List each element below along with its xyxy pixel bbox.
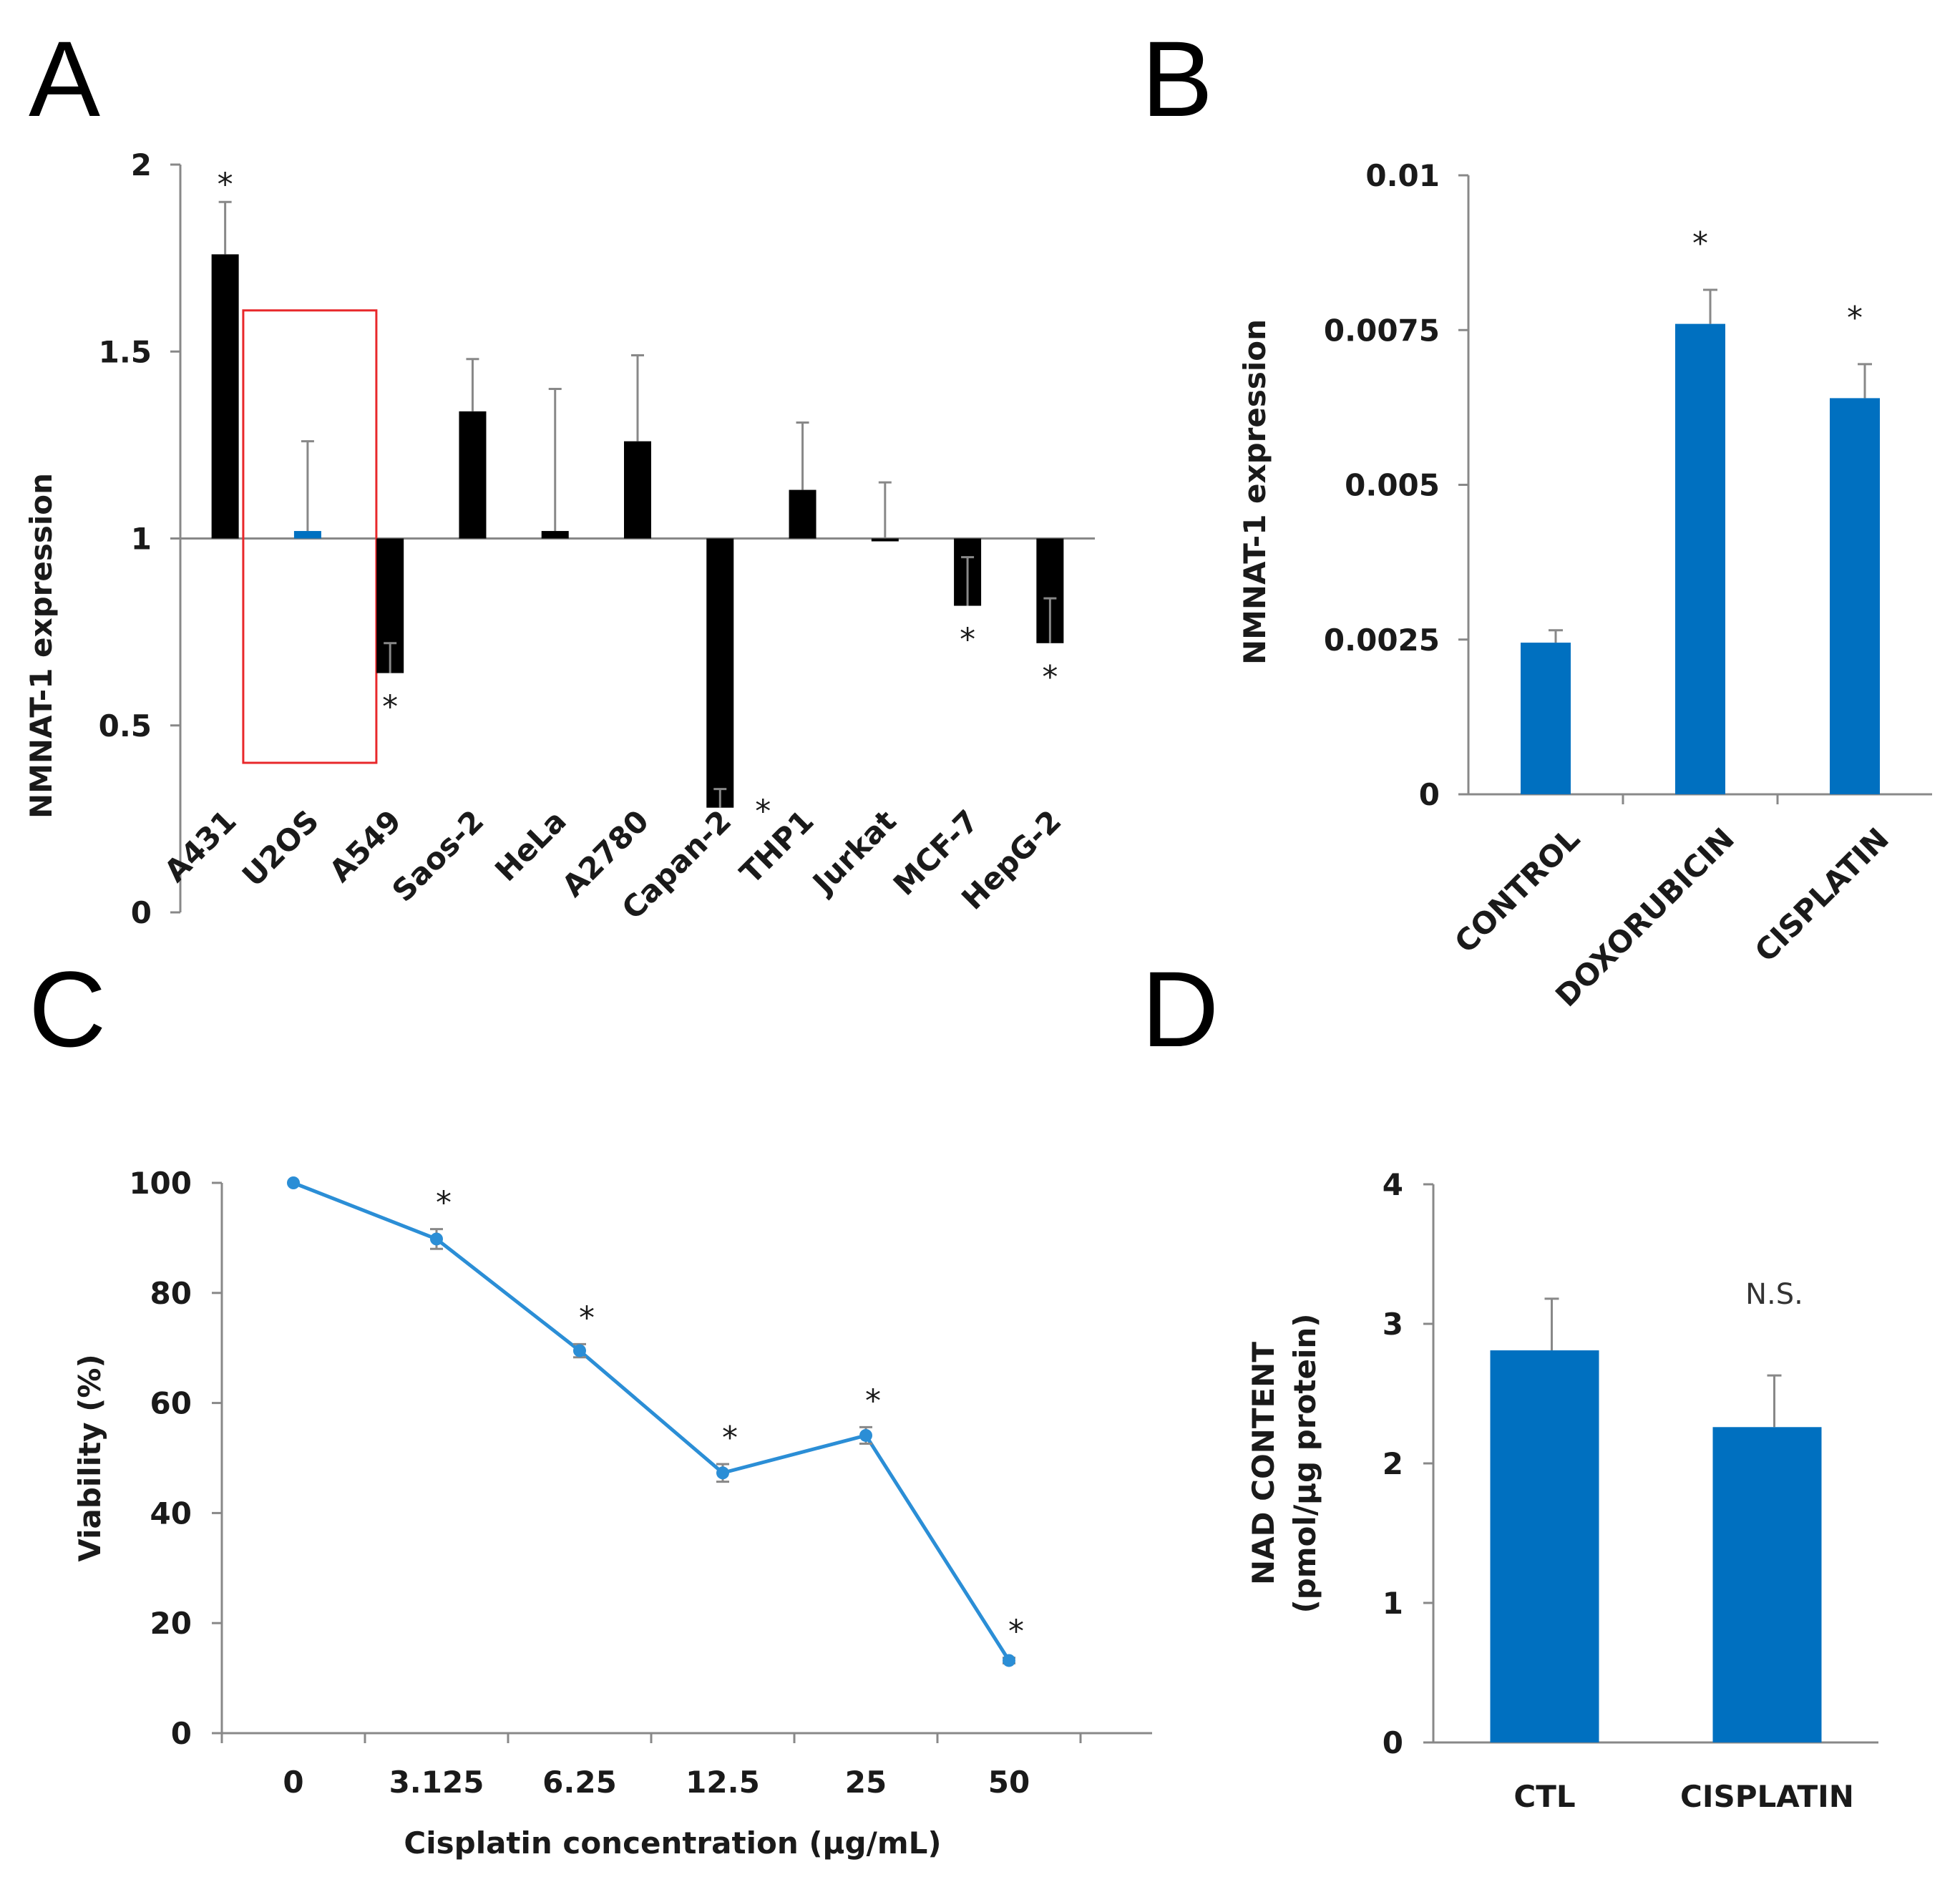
d-x-tick-label: CTL: [1513, 1779, 1575, 1814]
c-y-tick-label: 0: [171, 1716, 192, 1751]
a-significance-star: *: [755, 794, 771, 830]
a-bar: [706, 538, 734, 808]
c-data-point: [716, 1466, 729, 1480]
c-y-tick-label: 80: [150, 1276, 192, 1311]
a-y-tick-label: 0: [131, 895, 152, 930]
c-x-axis-label: Cisplatin concentration (µg/mL): [404, 1825, 941, 1861]
d-bar: [1490, 1350, 1599, 1742]
a-x-tick-label: Saos-2: [385, 803, 490, 908]
c-data-point: [859, 1428, 872, 1442]
a-bar: [459, 411, 487, 539]
a-y-tick-label: 0.5: [99, 708, 152, 743]
a-y-tick-label: 2: [131, 147, 152, 182]
c-data-point: [573, 1344, 586, 1357]
b-bar: [1521, 643, 1571, 794]
d-y-tick-label: 3: [1383, 1307, 1403, 1342]
chart-b-nmnat1-treatments: 0 0.0025 0.005 0.0075 0.01 NMNAT-1 expression…: [1237, 158, 1932, 1013]
a-significance-star: *: [382, 689, 398, 726]
a-bar: [211, 254, 239, 539]
c-significance-star: *: [722, 1420, 738, 1456]
d-y-axis-label-line1: NAD CONTENT: [1246, 1342, 1281, 1585]
c-significance-star: *: [436, 1185, 452, 1222]
a-y-tick-label: 1.5: [99, 334, 152, 369]
b-y-tick-label: 0.01: [1365, 158, 1440, 193]
a-y-axis-label: NMNAT-1 expression: [24, 473, 59, 819]
c-significance-star: *: [579, 1300, 595, 1336]
d-y-tick-label: 1: [1383, 1586, 1403, 1621]
d-ns-annotation: N.S.: [1745, 1278, 1803, 1311]
c-y-tick-label: 40: [150, 1496, 192, 1531]
b-significance-star: *: [1847, 300, 1863, 336]
b-y-axis-label: NMNAT-1 expression: [1237, 319, 1272, 665]
panel-label-c: C: [29, 949, 106, 1069]
c-y-tick-label: 60: [150, 1386, 192, 1421]
b-significance-star: *: [1692, 225, 1708, 262]
c-significance-star: *: [1008, 1614, 1024, 1650]
a-bar: [541, 531, 569, 539]
c-y-axis-label: Viability (%): [72, 1354, 107, 1561]
b-bar: [1675, 323, 1725, 795]
a-y-tick-label: 1: [131, 522, 152, 557]
c-y-tick-label: 100: [129, 1166, 192, 1201]
a-bar: [789, 489, 816, 539]
a-significance-star: *: [1042, 659, 1058, 696]
b-bar: [1830, 398, 1880, 794]
d-y-tick-label: 2: [1383, 1446, 1403, 1481]
a-x-tick-label: Jurkat: [804, 803, 903, 902]
panel-label-b: B: [1141, 19, 1213, 139]
d-y-tick-label: 4: [1383, 1167, 1403, 1202]
b-x-tick-label: CONTROL: [1448, 821, 1586, 960]
c-x-tick-label: 0: [283, 1765, 303, 1800]
c-data-point: [1003, 1654, 1015, 1667]
c-x-tick-label: 6.25: [542, 1765, 617, 1800]
a-significance-star: *: [960, 622, 975, 658]
b-y-tick-label: 0: [1419, 777, 1440, 812]
c-y-tick-label: 20: [150, 1606, 192, 1641]
a-x-tick-label: U2OS: [235, 803, 326, 893]
a-bar: [871, 538, 899, 542]
c-x-tick-label: 25: [845, 1765, 887, 1800]
chart-d-nad-content: 0 1 2 3 4 NAD CONTENT (pmol/µg protein) CTL CISP…: [1246, 1167, 1878, 1814]
b-y-tick-label: 0.0025: [1324, 623, 1440, 658]
a-x-tick-label: A431: [157, 803, 243, 889]
d-bar: [1712, 1427, 1822, 1742]
panel-label-a: A: [29, 19, 100, 139]
c-data-point: [287, 1176, 300, 1189]
chart-c-viability-line: 0 20 40 60 80 100 Viability (%) 0 * 3.125 * 6.25 * 12…: [72, 1166, 1152, 1861]
d-x-tick-label: CISPLATIN: [1680, 1779, 1854, 1814]
a-bar: [293, 531, 321, 539]
c-x-tick-label: 50: [988, 1765, 1030, 1800]
b-x-tick-label: CISPLATIN: [1748, 821, 1896, 968]
a-highlight-box: [242, 309, 378, 764]
a-bar: [624, 441, 651, 539]
d-y-axis-label-line2: (pmol/µg protein): [1287, 1314, 1322, 1614]
a-significance-star: *: [218, 166, 233, 203]
c-x-tick-label: 3.125: [389, 1765, 484, 1800]
d-y-tick-label: 0: [1383, 1725, 1403, 1760]
c-x-tick-label: 12.5: [686, 1765, 760, 1800]
b-y-tick-label: 0.0075: [1324, 313, 1440, 348]
panel-label-d: D: [1141, 949, 1219, 1069]
c-data-point: [430, 1232, 443, 1246]
c-series-line: [293, 1181, 1011, 1662]
b-y-tick-label: 0.005: [1345, 468, 1440, 503]
c-significance-star: *: [865, 1383, 881, 1419]
